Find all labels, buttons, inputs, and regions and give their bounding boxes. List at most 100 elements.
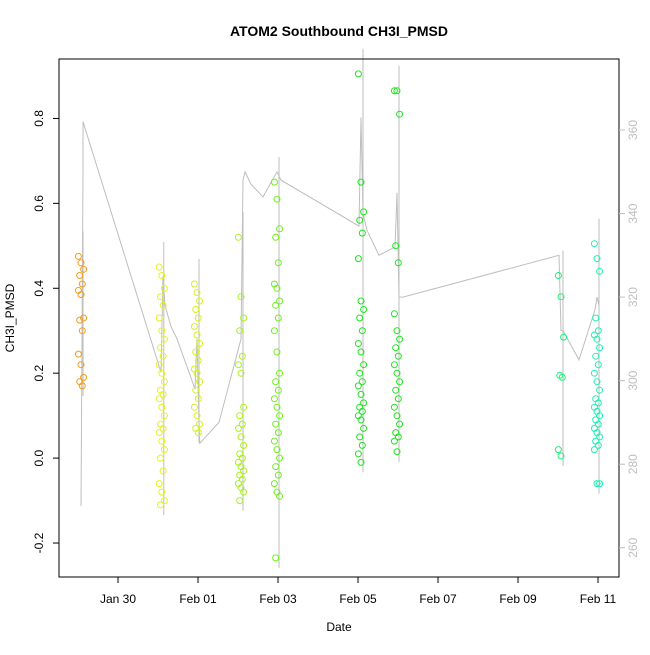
- data-point: [392, 242, 400, 250]
- data-point: [554, 272, 562, 279]
- data-point: [193, 331, 201, 339]
- data-point: [240, 314, 248, 322]
- y-tick-label: 0.4: [32, 280, 46, 297]
- data-point: [590, 240, 598, 248]
- data-point: [390, 310, 398, 318]
- data-point: [155, 361, 163, 369]
- data-point: [159, 424, 167, 432]
- data-points-layer: [74, 70, 604, 562]
- data-point: [238, 352, 246, 360]
- data-point: [237, 369, 245, 377]
- data-point: [236, 412, 244, 420]
- data-point: [196, 340, 204, 347]
- data-point: [358, 407, 366, 415]
- data-point: [594, 327, 602, 335]
- data-point: [196, 420, 204, 428]
- data-point: [160, 497, 168, 505]
- data-point: [593, 255, 601, 263]
- axes-layer: -0.2 0.0 0.2 0.4 0.6 0.8 260 280 300 320 340 360 Jan…: [32, 110, 640, 606]
- data-point: [196, 378, 204, 386]
- data-point: [234, 233, 242, 241]
- data-point: [78, 382, 86, 390]
- data-point: [192, 348, 200, 356]
- data-point: [157, 501, 164, 509]
- data-point: [360, 208, 368, 216]
- data-point: [74, 350, 82, 358]
- data-point: [159, 467, 167, 475]
- y-tick-label: 0.6: [32, 195, 46, 212]
- data-point: [276, 492, 284, 500]
- data-point: [236, 327, 244, 335]
- data-point: [273, 446, 281, 454]
- data-point: [357, 178, 365, 186]
- data-point: [159, 390, 167, 398]
- data-point: [193, 412, 201, 420]
- x-axis-label: Date: [326, 620, 352, 634]
- data-point: [276, 225, 284, 233]
- data-point: [274, 429, 282, 437]
- data-point: [274, 314, 282, 322]
- data-point: [273, 284, 281, 292]
- data-point: [358, 378, 366, 386]
- data-point: [157, 454, 164, 462]
- data-point: [155, 480, 163, 488]
- data-point: [155, 314, 163, 322]
- data-point: [554, 446, 562, 454]
- y2-tick-label: 320: [626, 287, 640, 307]
- data-point: [193, 369, 201, 377]
- data-point: [158, 488, 166, 496]
- data-point: [276, 297, 284, 305]
- data-point: [194, 429, 202, 437]
- data-point: [234, 361, 242, 369]
- data-point: [560, 333, 568, 341]
- data-point: [590, 369, 598, 377]
- data-point: [358, 441, 366, 449]
- y-tick-label: -0.2: [32, 532, 46, 553]
- data-point: [392, 386, 400, 394]
- data-point: [360, 424, 368, 432]
- data-point: [272, 463, 280, 471]
- data-point: [238, 475, 246, 483]
- data-point: [596, 433, 604, 441]
- data-point: [192, 386, 200, 394]
- data-point: [194, 357, 202, 364]
- data-point: [393, 87, 401, 95]
- data-point: [160, 335, 168, 343]
- data-point: [270, 178, 278, 186]
- data-point: [594, 361, 602, 369]
- data-point: [80, 265, 88, 273]
- data-point: [557, 452, 565, 460]
- data-point: [356, 216, 364, 224]
- data-point: [190, 280, 198, 288]
- data-point: [273, 195, 281, 203]
- altitude-lines-layer: [80, 48, 600, 568]
- data-point: [396, 335, 404, 343]
- data-point: [158, 272, 166, 279]
- data-point: [557, 293, 565, 301]
- data-point: [76, 272, 84, 279]
- data-point: [157, 344, 164, 352]
- data-point: [270, 395, 278, 403]
- data-point: [274, 386, 282, 394]
- data-point: [396, 378, 404, 386]
- data-point: [237, 293, 245, 301]
- data-point: [77, 259, 85, 267]
- data-point: [274, 471, 282, 479]
- data-point: [393, 369, 401, 377]
- y-tick-label: 0.0: [32, 449, 46, 466]
- data-point: [394, 433, 402, 441]
- data-point: [393, 448, 401, 456]
- data-point: [393, 412, 401, 420]
- data-point: [593, 480, 601, 488]
- data-point: [594, 420, 602, 428]
- data-point: [354, 450, 362, 458]
- data-point: [590, 446, 598, 454]
- data-point: [276, 369, 284, 377]
- data-point: [592, 352, 600, 360]
- data-point: [360, 361, 368, 369]
- x-tick-label: Jan 30: [100, 592, 136, 606]
- y2-tick-label: 360: [626, 120, 640, 140]
- data-point: [596, 386, 604, 394]
- data-point: [392, 344, 400, 352]
